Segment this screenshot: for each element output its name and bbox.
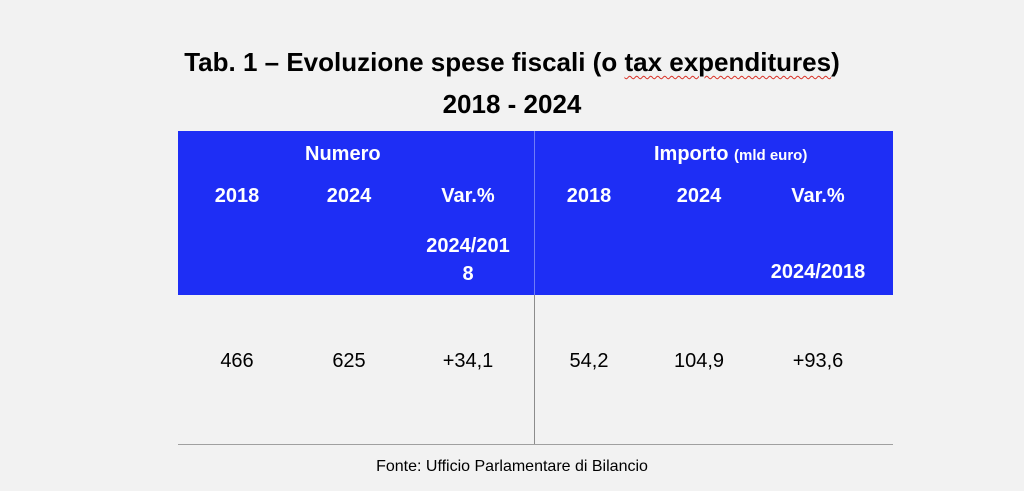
value-importo-var: +93,6 — [792, 350, 844, 372]
title-text-start: Tab. 1 – Evoluzione spese fiscali (o — [184, 47, 625, 77]
value-importo-2024: 104,9 — [673, 350, 725, 372]
col-header-importo-2024: 2024 — [676, 185, 722, 207]
col-header-importo-var-period: 2024/2018 — [770, 261, 866, 283]
col-header-importo-2018: 2018 — [566, 185, 612, 207]
title-spellcheck-flagged-text: tax expenditures — [624, 47, 832, 77]
col-header-numero-var-period-line2: 8 — [462, 263, 474, 285]
col-header-numero-var-period: 2024/201 8 — [406, 232, 530, 288]
group-header-importo-unit: (mld euro) — [734, 147, 808, 164]
group-header-importo-label: Importo — [654, 143, 729, 165]
col-header-numero-var-period-line1: 2024/201 — [426, 235, 510, 257]
title-text-end: ) — [831, 47, 840, 77]
value-importo-2018: 54,2 — [569, 350, 609, 372]
data-table: Numero Importo (mld euro) 2018 2024 Var.… — [178, 131, 893, 445]
col-header-numero-2024: 2024 — [326, 185, 372, 207]
table-subtitle: 2018 - 2024 — [442, 89, 582, 119]
group-header-numero: Numero — [305, 143, 381, 165]
table-header: Numero Importo (mld euro) 2018 2024 Var.… — [178, 131, 893, 295]
body-divider — [534, 295, 535, 445]
col-header-numero-2018: 2018 — [214, 185, 260, 207]
value-numero-2024: 625 — [332, 350, 366, 372]
col-header-importo-var: Var.% — [791, 185, 845, 207]
header-divider — [534, 131, 535, 295]
value-numero-var: +34,1 — [442, 350, 494, 372]
table-bottom-rule — [178, 444, 893, 445]
value-numero-2018: 466 — [220, 350, 254, 372]
col-header-numero-var: Var.% — [441, 185, 495, 207]
source-note: Fonte: Ufficio Parlamentare di Bilancio — [376, 458, 648, 475]
table-title: Tab. 1 – Evoluzione spese fiscali (o tax… — [0, 46, 1024, 78]
group-header-importo: Importo (mld euro) — [654, 143, 807, 166]
